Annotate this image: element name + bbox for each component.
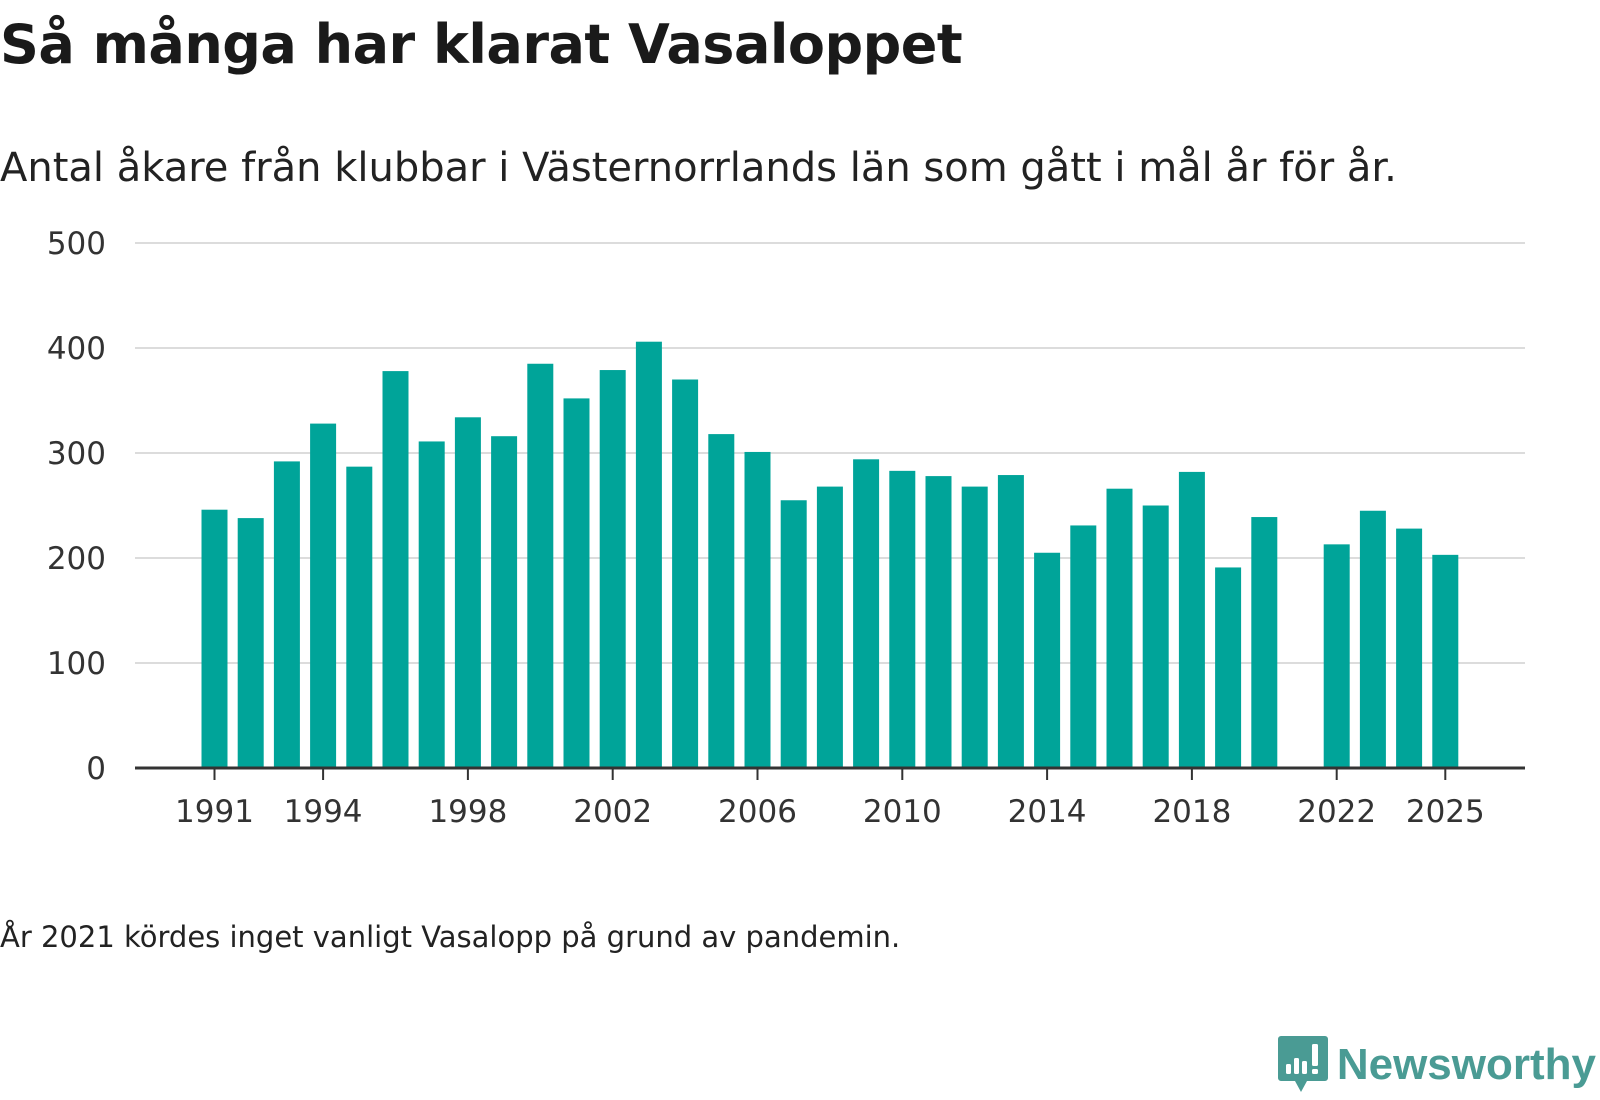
x-tick-label: 2018 xyxy=(1152,794,1231,830)
bar-2014 xyxy=(1034,552,1061,768)
bar-2011 xyxy=(925,476,952,768)
x-tick-label: 1998 xyxy=(428,794,507,830)
bar-2008 xyxy=(816,486,843,768)
footnote: År 2021 kördes inget vanligt Vasalopp på… xyxy=(0,920,901,954)
chart-title: Så många har klarat Vasaloppet xyxy=(0,13,963,76)
bar-2004 xyxy=(672,379,699,768)
bars xyxy=(201,341,1459,768)
bar-2018 xyxy=(1178,471,1205,768)
y-tick-label: 400 xyxy=(47,331,106,367)
bar-2015 xyxy=(1070,525,1097,768)
bar-1996 xyxy=(382,371,409,768)
bar-2007 xyxy=(780,500,807,768)
bar-2017 xyxy=(1142,505,1169,768)
brand-logo[interactable]: Newsworthy xyxy=(1277,1035,1596,1095)
bar-1997 xyxy=(418,441,445,768)
bar-1999 xyxy=(491,436,518,768)
bar-1998 xyxy=(454,417,481,768)
bar-2006 xyxy=(744,451,771,768)
x-axis: 1991 1994 1998 2002 2006 2010 2014 2018 2022 2025 xyxy=(135,766,1525,830)
brand-name: Newsworthy xyxy=(1336,1040,1596,1089)
x-tick-label: 2025 xyxy=(1406,794,1485,830)
bar-2024 xyxy=(1396,528,1423,768)
y-tick-label: 0 xyxy=(86,751,106,787)
bar-2002 xyxy=(599,370,626,768)
x-tick-label: 2010 xyxy=(863,794,942,830)
x-tick-label: 1991 xyxy=(175,794,254,830)
bar-2012 xyxy=(961,486,988,768)
y-tick-label: 300 xyxy=(47,436,106,472)
bar-2023 xyxy=(1359,510,1386,768)
bar-1994 xyxy=(310,423,337,768)
newsworthy-logo-icon xyxy=(1277,1036,1328,1092)
bar-2016 xyxy=(1106,488,1133,768)
bar-2005 xyxy=(708,434,735,768)
y-tick-label: 500 xyxy=(47,226,106,262)
x-tick-label: 2014 xyxy=(1008,794,1087,830)
bar-2003 xyxy=(635,341,662,768)
bar-2000 xyxy=(527,363,554,768)
bar-2001 xyxy=(563,398,590,768)
x-tick-label: 2002 xyxy=(573,794,652,830)
bar-2009 xyxy=(853,459,880,768)
chart-subtitle: Antal åkare från klubbar i Västernorrlan… xyxy=(0,145,1397,191)
x-tick-label: 2006 xyxy=(718,794,797,830)
bar-2022 xyxy=(1323,544,1350,768)
bar-1992 xyxy=(237,518,264,768)
y-axis-labels: 0 100 200 300 400 500 xyxy=(47,226,106,787)
bar-2013 xyxy=(997,475,1024,768)
bar-1995 xyxy=(346,466,373,768)
y-tick-label: 100 xyxy=(47,646,106,682)
y-tick-label: 200 xyxy=(47,541,106,577)
bar-2019 xyxy=(1215,567,1242,768)
bar-2025 xyxy=(1432,554,1459,768)
bar-chart: 0 100 200 300 400 500 1991 1994 1998 2002 2006 201… xyxy=(47,226,1525,830)
x-tick-label: 2022 xyxy=(1297,794,1376,830)
bar-2010 xyxy=(889,470,916,768)
bar-1993 xyxy=(273,461,300,768)
x-tick-label: 1994 xyxy=(284,794,363,830)
bar-2020 xyxy=(1251,517,1278,768)
bar-1991 xyxy=(201,509,228,768)
